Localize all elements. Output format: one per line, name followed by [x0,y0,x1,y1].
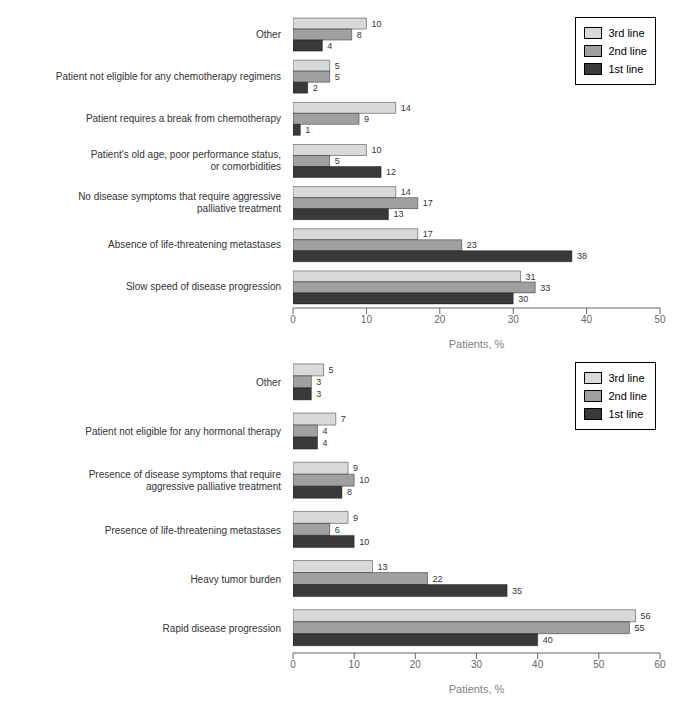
svg-text:17: 17 [423,198,433,208]
svg-text:14: 14 [401,187,411,197]
svg-text:3: 3 [316,377,321,387]
svg-text:38: 38 [577,251,587,261]
svg-text:Rapid disease progression: Rapid disease progression [163,623,281,634]
svg-text:Patient not eligible for any c: Patient not eligible for any chemotherap… [56,71,281,82]
svg-text:33: 33 [540,283,550,293]
svg-text:30: 30 [518,294,528,304]
html-text:3rd line: 3rd line [608,372,645,384]
svg-text:10: 10 [359,537,369,547]
svg-text:8: 8 [357,30,362,40]
svg-text:Other: Other [256,377,282,388]
svg-text:9: 9 [353,513,358,523]
html-text:2nd line: 2nd line [608,390,647,402]
svg-text:5: 5 [335,72,340,82]
svg-text:12: 12 [386,167,396,177]
svg-text:4: 4 [327,41,332,51]
svg-text:10: 10 [371,145,381,155]
svg-text:50: 50 [654,314,666,325]
html-text:2nd line: 2nd line [608,45,647,57]
svg-text:Patient requires a break from: Patient requires a break from chemothera… [86,113,281,124]
svg-text:31: 31 [526,272,536,282]
svg-text:Patients, %: Patients, % [449,683,505,695]
svg-text:3: 3 [316,389,321,399]
svg-text:23: 23 [467,240,477,250]
svg-text:6: 6 [335,525,340,535]
svg-text:4: 4 [322,426,327,436]
svg-text:Patient's old age, poor perfor: Patient's old age, poor performance stat… [91,149,281,172]
html-text:1st line: 1st line [608,63,644,75]
svg-text:Patient not eligible for any h: Patient not eligible for any hormonal th… [85,426,281,437]
svg-text:0: 0 [290,314,296,325]
svg-text:35: 35 [512,586,522,596]
svg-text:13: 13 [378,562,388,572]
svg-text:Presence of disease symptoms t: Presence of disease symptoms that requir… [89,469,282,492]
svg-text:40: 40 [543,635,553,645]
svg-text:20: 20 [410,659,422,670]
svg-text:Presence of life-threatening m: Presence of life-threatening metastases [105,525,281,536]
svg-text:13: 13 [393,209,403,219]
svg-text:No disease symptoms that requi: No disease symptoms that require aggress… [78,191,281,214]
svg-text:Slow speed of disease progress: Slow speed of disease progression [126,281,281,292]
svg-text:5: 5 [329,365,334,375]
svg-text:Patients, %: Patients, % [449,338,505,350]
svg-text:Absence of life-threatening me: Absence of life-threatening metastases [108,239,281,250]
svg-text:8: 8 [347,487,352,497]
svg-text:20: 20 [434,314,446,325]
svg-text:5: 5 [335,61,340,71]
svg-text:1: 1 [305,125,310,135]
svg-text:10: 10 [349,659,361,670]
svg-text:10: 10 [359,475,369,485]
svg-text:56: 56 [641,611,651,621]
svg-text:2: 2 [313,83,318,93]
svg-text:7: 7 [341,414,346,424]
html-text:3rd line: 3rd line [608,27,645,39]
svg-text:40: 40 [532,659,544,670]
svg-text:50: 50 [593,659,605,670]
svg-text:4: 4 [322,438,327,448]
svg-text:55: 55 [634,623,644,633]
svg-text:9: 9 [353,463,358,473]
svg-text:5: 5 [335,156,340,166]
svg-text:40: 40 [581,314,593,325]
svg-text:22: 22 [433,574,443,584]
svg-text:Other: Other [256,29,282,40]
svg-text:30: 30 [508,314,520,325]
svg-text:60: 60 [654,659,666,670]
svg-text:14: 14 [401,103,411,113]
svg-text:10: 10 [361,314,373,325]
html-text:1st line: 1st line [608,408,644,420]
svg-text:17: 17 [423,229,433,239]
svg-text:Heavy tumor burden: Heavy tumor burden [190,574,281,585]
svg-text:10: 10 [371,19,381,29]
svg-text:0: 0 [290,659,296,670]
svg-text:9: 9 [364,114,369,124]
svg-text:30: 30 [471,659,483,670]
